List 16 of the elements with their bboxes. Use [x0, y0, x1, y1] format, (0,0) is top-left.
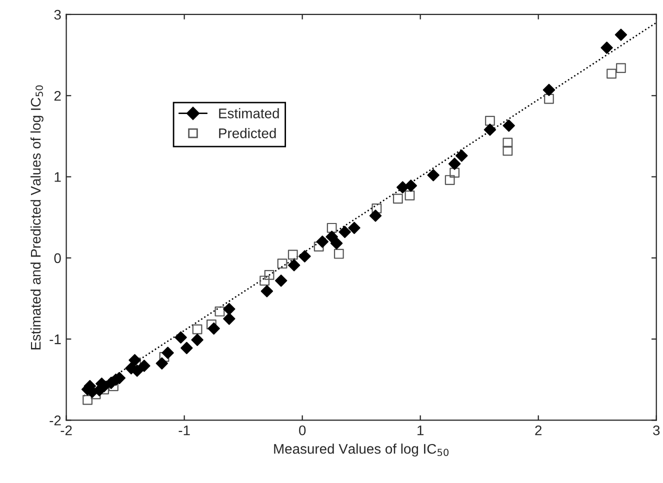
y-tick-label: 3	[54, 10, 61, 20]
y-axis-title: Estimated and Predicted Values of log IC$_{50}$	[30, 85, 44, 350]
x-tick-label: 3	[653, 425, 660, 436]
y-tick-label: -1	[50, 334, 61, 344]
y-tick-label: -2	[50, 416, 61, 426]
x-axis-title: Measured Values of log IC$_{50}$	[274, 444, 449, 457]
y-tick-label: 0	[54, 253, 61, 264]
legend-label: Estimated	[219, 108, 279, 118]
legend-label: Predicted	[219, 128, 276, 138]
x-tick-label: 1	[418, 426, 424, 436]
x-tick-label: 2	[535, 425, 542, 436]
y-tick-label: 2	[54, 90, 61, 101]
y-tick-label: 1	[54, 172, 61, 182]
x-tick-label: -2	[60, 425, 72, 436]
x-tick-label: -1	[178, 426, 190, 436]
x-tick-label: 0	[299, 425, 306, 436]
